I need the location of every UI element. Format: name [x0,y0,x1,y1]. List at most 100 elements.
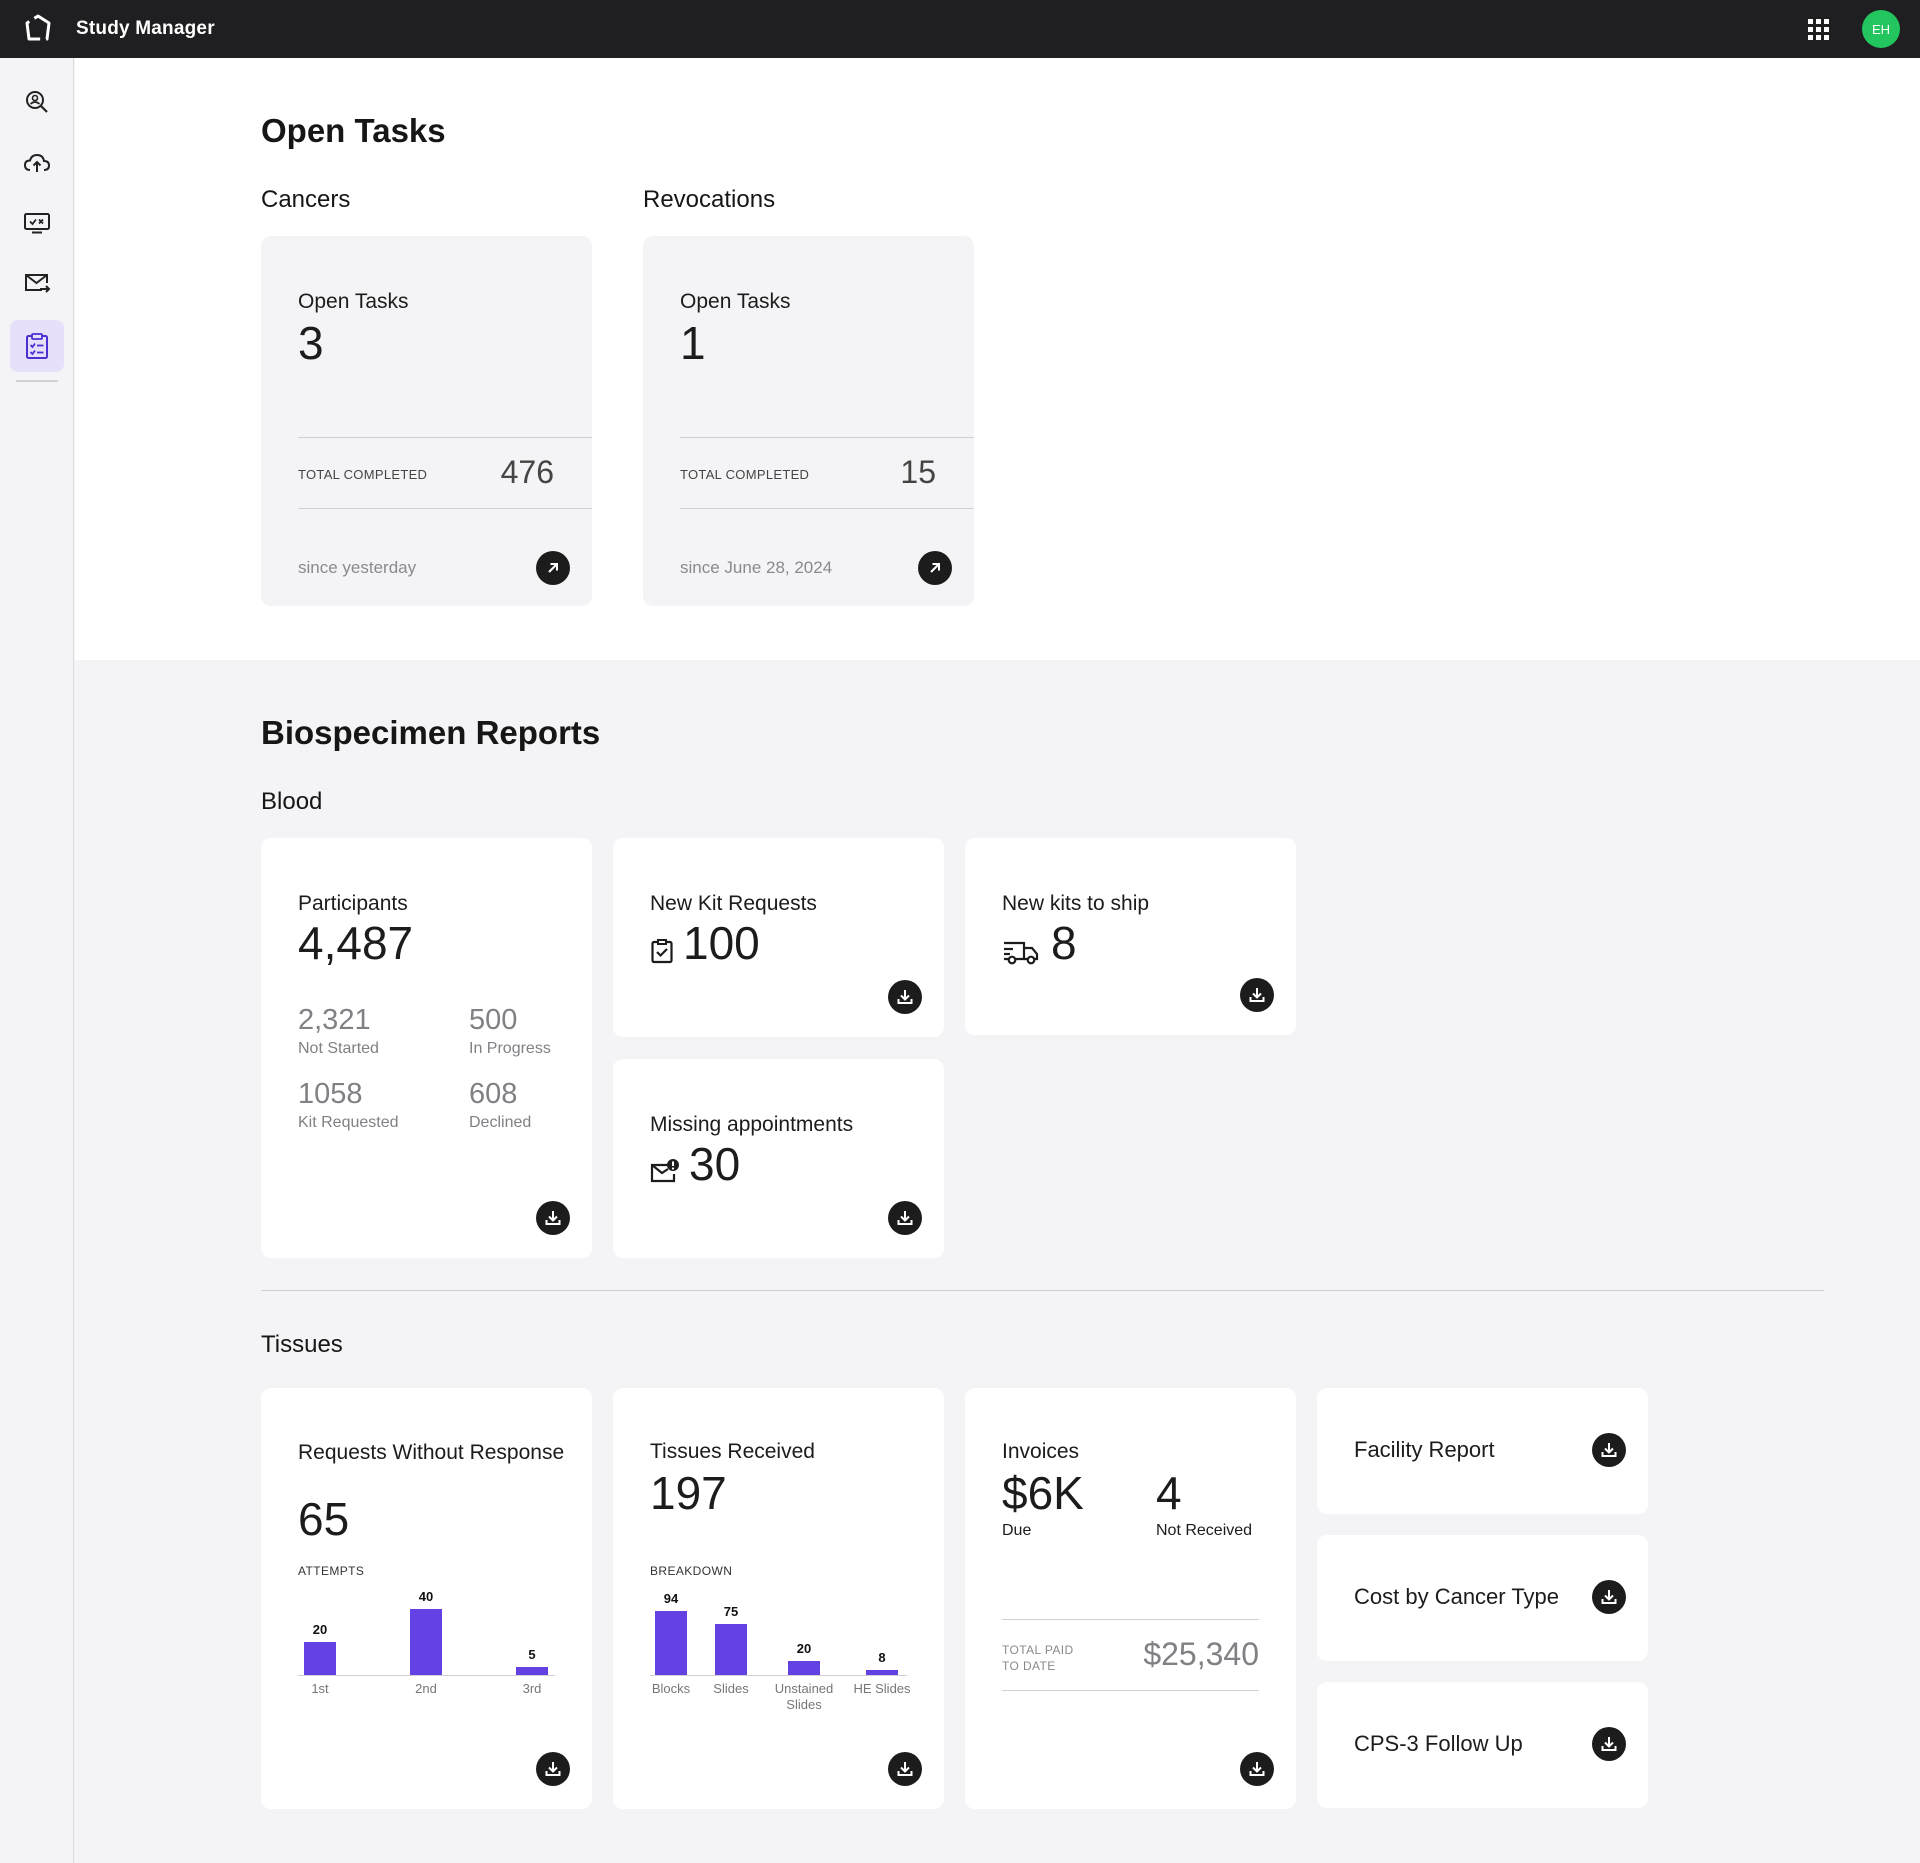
delivery-truck-icon [1004,941,1039,965]
download-button[interactable] [536,1201,570,1235]
cloud-upload-icon [23,153,51,172]
invoices-card: Invoices $6K Due 4 Not Received TOTAL PA… [965,1388,1296,1809]
chart-bar [516,1666,548,1675]
divider [298,437,592,438]
download-button[interactable] [536,1752,570,1786]
download-icon [1601,1590,1617,1604]
apps-grid-icon[interactable] [1806,17,1830,41]
download-button[interactable] [888,1752,922,1786]
download-button[interactable] [888,1201,922,1235]
facility-report-card[interactable]: Facility Report [1317,1388,1648,1514]
sidebar-item-review[interactable] [10,197,64,249]
download-button[interactable] [888,980,922,1014]
report-title: Cost by Cancer Type [1354,1584,1560,1609]
chart-category-label: 3rd [522,1681,542,1696]
cancers-task-card: Open Tasks 3 TOTAL COMPLETED 476 since y… [261,236,592,606]
tissues-heading: Tissues [261,1331,343,1358]
card-title: Missing appointments [650,1113,854,1136]
download-button[interactable] [1592,1727,1626,1761]
chart-bar [866,1669,898,1675]
card-title: New Kit Requests [650,892,817,915]
download-icon [1601,1443,1617,1457]
participants-count: 4,487 [298,917,414,969]
app-title: Study Manager [76,18,215,39]
kit-requests-count: 100 [683,917,760,969]
download-icon [545,1762,561,1776]
download-icon [1249,1762,1265,1776]
since-label: since yesterday [298,558,417,577]
requests-count: 65 [298,1493,350,1545]
open-task-button[interactable] [918,551,952,585]
cost-by-cancer-type-card[interactable]: Cost by Cancer Type [1317,1535,1648,1661]
chart-bar-value: 20 [312,1622,328,1637]
total-paid-value: $25,340 [1143,1636,1259,1672]
divider [680,508,974,509]
chart-category-label: Unstained Slides [774,1681,834,1712]
chart-axis [298,1675,555,1676]
screen-check-icon [24,213,50,234]
download-button[interactable] [1592,1433,1626,1467]
revocations-heading: Revocations [643,186,776,213]
stat-label: Kit Requested [298,1114,399,1131]
mail-alert-icon [650,1159,679,1183]
chart-bar [788,1661,820,1675]
participants-card: Participants 4,487 2,321 Not Started 500… [261,838,592,1258]
invoices-due-label: Due [1002,1522,1032,1539]
sidebar-item-tasks[interactable] [10,320,64,372]
cancers-heading: Cancers [261,186,351,213]
chart-category-label: HE Slides [853,1681,911,1696]
total-completed-value: 15 [900,454,936,490]
stat-value: 2,321 [298,1004,371,1036]
download-icon [1249,988,1265,1002]
stat-label: Declined [469,1114,532,1131]
user-avatar[interactable]: EH [1862,10,1900,48]
chart-bar [410,1609,442,1675]
stat-value: 1058 [298,1078,363,1110]
divider [1002,1619,1259,1620]
sidebar-divider [16,380,58,382]
missing-appointments-count: 30 [689,1138,741,1190]
task-card-label: Open Tasks [298,290,409,313]
top-bar: Study Manager EH [0,0,1920,58]
chart-bar-value: 94 [663,1591,679,1606]
blood-heading: Blood [261,788,323,815]
sidebar-item-search[interactable] [10,76,64,128]
sidebar-item-mail[interactable] [10,257,64,309]
open-task-button[interactable] [536,551,570,585]
stat-value: 608 [469,1078,518,1110]
app-logo-icon[interactable] [18,9,58,49]
tissues-received-card: Tissues Received 197 BREAKDOWN 94 Blocks 7… [613,1388,944,1809]
arrow-up-right-icon [548,563,558,573]
download-button[interactable] [1592,1580,1626,1614]
download-icon [545,1211,561,1225]
cps3-follow-up-card[interactable]: CPS-3 Follow Up [1317,1682,1648,1808]
section-divider [261,1290,1824,1291]
missing-appointments-card: Missing appointments 30 [613,1059,944,1258]
chart-category-label: Slides [713,1681,749,1696]
download-icon [1601,1737,1617,1751]
open-tasks-heading: Open Tasks [261,112,446,149]
total-paid-label: TOTAL PAID TO DATE [1002,1643,1074,1673]
new-kit-requests-card: New Kit Requests 100 [613,838,944,1037]
download-icon [897,990,913,1004]
chart-title: BREAKDOWN [650,1564,733,1578]
revocations-task-card: Open Tasks 1 TOTAL COMPLETED 15 since Ju… [643,236,974,606]
divider [298,508,592,509]
stat-label: Not Started [298,1040,379,1057]
download-button[interactable] [1240,978,1274,1012]
invoices-not-received-label: Not Received [1156,1522,1253,1539]
sidebar [0,58,74,1863]
chart-bar-value: 40 [418,1589,434,1604]
chart-bar-value: 8 [878,1649,886,1665]
download-button[interactable] [1240,1752,1274,1786]
chart-bar-value: 5 [528,1646,536,1662]
task-card-count: 1 [680,317,706,369]
divider [1002,1690,1259,1691]
chart-axis [650,1675,907,1676]
report-title: Facility Report [1354,1437,1495,1462]
stat-label: In Progress [469,1040,551,1057]
search-user-icon [26,91,48,113]
report-title: CPS-3 Follow Up [1354,1731,1523,1756]
mail-forward-icon [25,274,51,293]
sidebar-item-upload[interactable] [10,137,64,189]
